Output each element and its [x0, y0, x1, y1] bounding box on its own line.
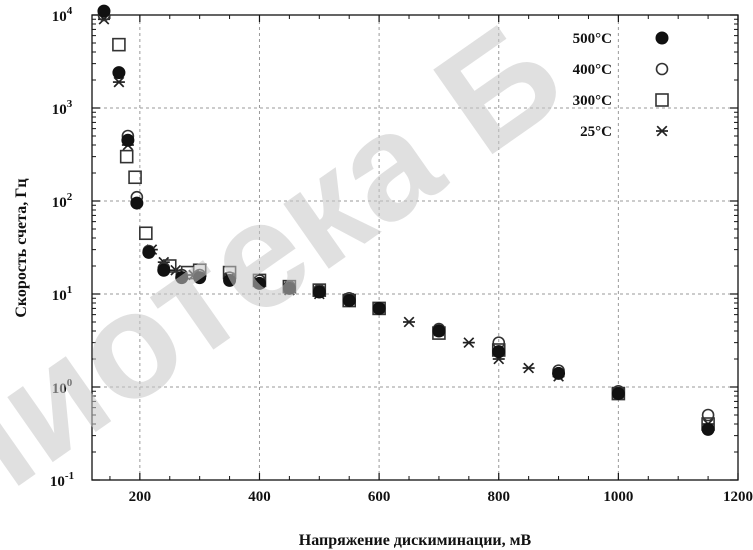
data-point: [462, 337, 475, 349]
data-point: [701, 422, 715, 436]
asterisk-stroke: [656, 125, 668, 137]
data-point: [139, 226, 153, 241]
data-point: [252, 276, 266, 290]
asterisk-stroke: [523, 362, 535, 374]
data-point: [611, 387, 625, 401]
x-tick-label: 600: [368, 489, 391, 505]
legend-label: 500°C: [573, 31, 612, 47]
legend-marker: [655, 93, 669, 107]
x-axis-title: Напряжение дискиминации, мВ: [299, 532, 532, 549]
data-point: [112, 76, 125, 88]
data-point: [403, 316, 416, 328]
data-point: [282, 281, 296, 295]
data-point: [432, 324, 446, 338]
y-tick-label: 102: [52, 191, 73, 211]
asterisk-stroke: [113, 76, 125, 88]
data-point: [175, 271, 189, 285]
data-points: [97, 4, 715, 436]
x-tick-label: 400: [248, 489, 271, 505]
legend-label: 25°C: [580, 124, 612, 140]
y-tick-label: 104: [52, 5, 73, 25]
x-tick-label: 1200: [723, 489, 753, 505]
data-point: [223, 273, 237, 287]
plot-frame: [91, 14, 739, 481]
data-point: [112, 66, 126, 80]
legend-label: 300°C: [573, 93, 612, 109]
data-point: [128, 170, 142, 185]
y-tick-label: 101: [52, 284, 73, 304]
x-tick-label: 1000: [603, 489, 633, 505]
legend-marker: [655, 62, 669, 76]
asterisk-stroke: [403, 316, 415, 328]
data-point: [119, 149, 134, 164]
y-tick-label: 100: [52, 377, 73, 397]
ticks: 200 400 600 800 1000 1200 10-1 100 101 102 103 104: [50, 5, 753, 505]
watermark: пиотека Б: [0, 0, 591, 546]
data-point: [492, 345, 506, 359]
data-point: [157, 263, 171, 277]
data-point: [522, 362, 535, 374]
data-point: [121, 133, 135, 147]
data-point: [312, 285, 326, 299]
x-tick-label: 800: [487, 489, 510, 505]
data-point: [130, 196, 144, 210]
legend-marker: [656, 125, 668, 137]
data-point: [552, 366, 566, 380]
legend-marker: [655, 31, 669, 45]
data-point: [112, 37, 126, 52]
legend: 500°C 400°C 300°C 25°C: [573, 31, 669, 140]
x-tick-label: 200: [129, 489, 152, 505]
data-point: [342, 294, 356, 308]
data-point: [193, 271, 207, 285]
data-point: [701, 408, 715, 422]
y-axis-title: Скорость счета, Гц: [13, 178, 30, 317]
data-point: [372, 301, 386, 315]
legend-label: 400°C: [573, 62, 612, 78]
data-point: [97, 4, 111, 18]
asterisk-stroke: [463, 337, 475, 349]
y-tick-label: 10-1: [50, 470, 74, 490]
y-tick-label: 103: [52, 98, 73, 118]
data-point: [142, 245, 156, 259]
